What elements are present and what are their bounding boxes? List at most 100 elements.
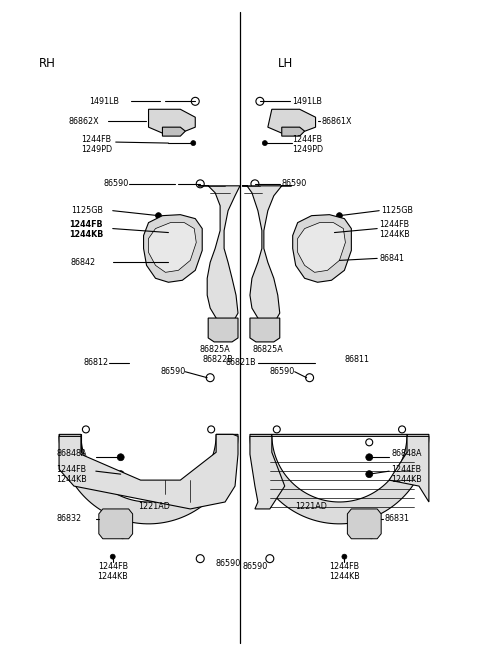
Circle shape xyxy=(258,326,265,333)
Polygon shape xyxy=(298,223,346,272)
Text: 1244KB: 1244KB xyxy=(379,230,410,239)
Circle shape xyxy=(398,426,406,433)
Circle shape xyxy=(190,248,195,253)
Text: 1244FB: 1244FB xyxy=(329,562,360,571)
Polygon shape xyxy=(250,434,429,524)
Text: 1244FB: 1244FB xyxy=(97,562,128,571)
Text: RH: RH xyxy=(39,57,56,70)
Text: 1244FB: 1244FB xyxy=(56,464,86,474)
Circle shape xyxy=(216,439,224,446)
Circle shape xyxy=(120,534,125,539)
Text: LH: LH xyxy=(278,57,293,70)
Text: 1221AD: 1221AD xyxy=(295,502,326,512)
Text: 86590: 86590 xyxy=(269,367,295,376)
Polygon shape xyxy=(208,318,238,342)
Polygon shape xyxy=(162,127,185,136)
Text: 86825A: 86825A xyxy=(252,345,283,354)
Text: 86841: 86841 xyxy=(379,254,404,263)
Text: 1249PD: 1249PD xyxy=(292,145,323,153)
Text: 1249PD: 1249PD xyxy=(81,145,112,153)
Polygon shape xyxy=(99,509,132,539)
Circle shape xyxy=(172,114,179,121)
Circle shape xyxy=(166,229,171,236)
Circle shape xyxy=(166,125,171,131)
Circle shape xyxy=(361,514,367,520)
Circle shape xyxy=(117,471,124,477)
Circle shape xyxy=(339,248,344,253)
Polygon shape xyxy=(268,109,315,133)
Circle shape xyxy=(196,180,204,188)
Text: 1244FB: 1244FB xyxy=(379,220,409,229)
Circle shape xyxy=(273,426,280,433)
Text: 1244FB: 1244FB xyxy=(292,134,322,143)
Circle shape xyxy=(361,526,367,532)
Circle shape xyxy=(191,141,196,145)
Text: 86590: 86590 xyxy=(242,562,267,571)
Circle shape xyxy=(290,125,296,131)
Text: 86861X: 86861X xyxy=(322,117,352,126)
Circle shape xyxy=(192,98,199,105)
Text: 1244FB: 1244FB xyxy=(391,464,421,474)
Text: 1491LB: 1491LB xyxy=(292,97,322,106)
Circle shape xyxy=(282,114,288,121)
Text: 86842: 86842 xyxy=(71,258,96,267)
Circle shape xyxy=(266,555,274,563)
Circle shape xyxy=(206,374,214,382)
Text: 86821B: 86821B xyxy=(225,358,256,367)
Polygon shape xyxy=(59,434,238,524)
Text: 86822B: 86822B xyxy=(202,355,233,364)
Text: 86590: 86590 xyxy=(282,179,307,189)
Text: 1244FB: 1244FB xyxy=(81,134,111,143)
Circle shape xyxy=(336,213,342,219)
Polygon shape xyxy=(250,434,429,509)
Circle shape xyxy=(196,555,204,563)
Text: 1244KB: 1244KB xyxy=(97,572,128,581)
Polygon shape xyxy=(59,434,238,509)
Circle shape xyxy=(332,229,337,236)
Text: 86825A: 86825A xyxy=(200,345,230,354)
Circle shape xyxy=(366,454,373,460)
Circle shape xyxy=(366,439,373,446)
Text: 1244FB: 1244FB xyxy=(69,220,103,229)
Text: 1244KB: 1244KB xyxy=(56,475,87,483)
Circle shape xyxy=(322,217,327,223)
Text: 86848A: 86848A xyxy=(391,449,421,458)
Circle shape xyxy=(263,141,267,145)
Circle shape xyxy=(216,326,224,333)
Text: 1125GB: 1125GB xyxy=(381,206,413,215)
Circle shape xyxy=(366,471,373,477)
Circle shape xyxy=(306,374,313,382)
Circle shape xyxy=(172,217,179,223)
Circle shape xyxy=(342,554,347,559)
Circle shape xyxy=(117,454,124,460)
Polygon shape xyxy=(348,509,381,539)
Text: 86811: 86811 xyxy=(344,355,370,364)
Circle shape xyxy=(190,226,195,231)
Circle shape xyxy=(369,534,373,539)
Circle shape xyxy=(113,526,119,532)
Polygon shape xyxy=(282,127,305,136)
Polygon shape xyxy=(293,215,351,282)
Polygon shape xyxy=(144,215,202,282)
Text: 86848A: 86848A xyxy=(56,449,86,458)
Text: 86812: 86812 xyxy=(84,358,109,367)
Circle shape xyxy=(156,213,161,219)
Polygon shape xyxy=(148,223,196,272)
Text: 1244KB: 1244KB xyxy=(69,230,103,239)
Circle shape xyxy=(208,426,215,433)
Circle shape xyxy=(266,326,273,333)
Text: 86590: 86590 xyxy=(215,559,240,568)
Polygon shape xyxy=(198,186,240,323)
Text: 86590: 86590 xyxy=(160,367,185,376)
Text: 86831: 86831 xyxy=(384,514,409,523)
Text: 1221AD: 1221AD xyxy=(139,502,170,512)
Text: 86862X: 86862X xyxy=(69,117,100,126)
Circle shape xyxy=(256,98,264,105)
Text: 1244KB: 1244KB xyxy=(329,572,360,581)
Text: 1125GB: 1125GB xyxy=(71,206,103,215)
Text: 1491LB: 1491LB xyxy=(89,97,119,106)
Circle shape xyxy=(83,426,89,433)
Circle shape xyxy=(110,554,115,559)
Polygon shape xyxy=(250,318,280,342)
Text: 86590: 86590 xyxy=(103,179,129,189)
